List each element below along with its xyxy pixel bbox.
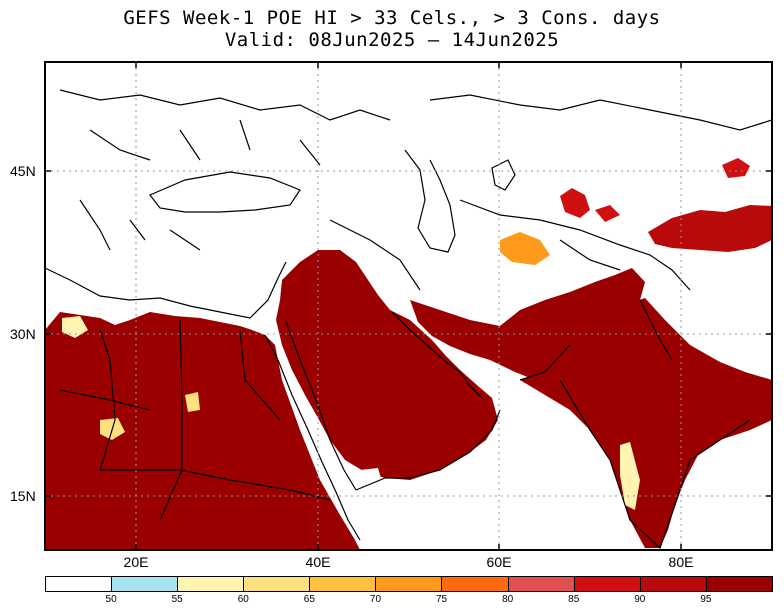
- colorbar-label: 70: [369, 594, 382, 605]
- colorbar: [45, 576, 773, 592]
- colorbar-label: 85: [568, 594, 580, 605]
- black-sea: [149, 171, 301, 213]
- africa-borders: [59, 319, 331, 521]
- heat-region-india: [520, 298, 772, 548]
- low-prob-spot-1: [62, 316, 88, 338]
- heat-patch-central-asia-2: [500, 232, 550, 265]
- lon-label-80e: 80E: [668, 554, 694, 570]
- colorbar-bin: [177, 576, 244, 592]
- red-sea-west-coast: [264, 334, 361, 541]
- valid-date-range: Valid: 08Jun2025 – 14Jun2025: [224, 29, 560, 51]
- colorbar-label: 55: [171, 594, 183, 605]
- arabian-south-coast: [355, 409, 501, 491]
- map-frame: [44, 61, 773, 551]
- heat-patch-mongolia: [722, 158, 750, 178]
- colorbar-bin: [639, 576, 706, 592]
- lon-label-60e: 60E: [486, 554, 512, 570]
- low-prob-spot-5: [360, 468, 386, 508]
- lat-label-45n: 45N: [10, 163, 36, 179]
- heat-region-north-africa: [45, 312, 360, 550]
- colorbar-bin: [111, 576, 178, 592]
- colorbar-label: 50: [105, 594, 117, 605]
- heat-patch-central-asia-1: [560, 188, 590, 218]
- colorbar-label: 75: [435, 594, 448, 605]
- lon-label-20e: 20E: [123, 554, 149, 570]
- colorbar-label: 90: [634, 594, 646, 605]
- colorbar-bin: [309, 576, 376, 592]
- colorbar-label: 65: [303, 594, 315, 605]
- heat-region-arabia: [276, 250, 498, 480]
- colorbar-bin: [507, 576, 574, 592]
- red-sea-east-coast: [285, 321, 357, 491]
- colorbar-label: 60: [237, 594, 249, 605]
- mediterranean-coast: [45, 261, 287, 319]
- colorbar-bin: [375, 576, 442, 592]
- colorbar-bin: [573, 576, 640, 592]
- colorbar-bin: [45, 576, 112, 592]
- lat-label-30n: 30N: [10, 326, 36, 342]
- low-prob-spot-4: [620, 442, 640, 510]
- india-coast: [519, 344, 751, 550]
- heat-region-iran-pakistan: [410, 268, 645, 380]
- low-prob-spot-6: [440, 280, 470, 300]
- colorbar-bin: [243, 576, 310, 592]
- caspian-sea: [404, 149, 456, 253]
- europe-borders: [59, 89, 391, 251]
- asia-borders: [329, 94, 772, 361]
- colorbar-bin: [441, 576, 508, 592]
- lat-label-15n: 15N: [10, 488, 36, 504]
- graticule: [45, 62, 772, 550]
- aral-sea: [491, 159, 516, 191]
- lon-label-40e: 40E: [305, 554, 331, 570]
- heat-patch-central-asia-3: [595, 205, 620, 222]
- persian-gulf-coast: [391, 311, 483, 399]
- colorbar-bin: [705, 576, 773, 592]
- heat-region-west-china: [648, 205, 772, 252]
- axis-ticks: [45, 62, 772, 550]
- low-prob-spot-3: [185, 392, 200, 412]
- colorbar-label: 80: [502, 594, 514, 605]
- map-title: GEFS Week-1 POE HI > 33 Cels., > 3 Cons.…: [123, 7, 661, 29]
- colorbar-label: 95: [700, 594, 712, 605]
